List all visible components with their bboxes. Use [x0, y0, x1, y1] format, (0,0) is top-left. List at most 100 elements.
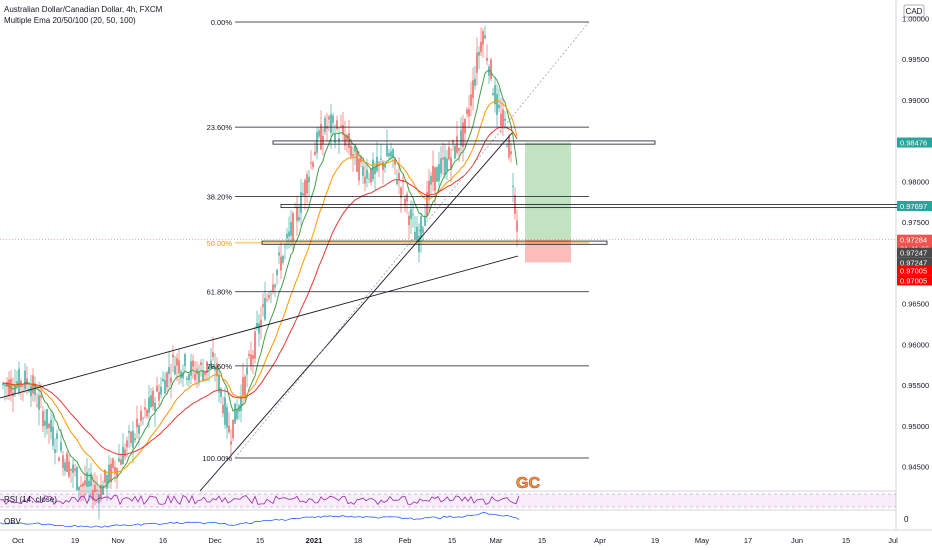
candle-body	[412, 214, 414, 216]
candle-body	[46, 408, 48, 429]
fib-level-label: 100.00%	[202, 454, 232, 463]
candle-body	[442, 157, 444, 160]
candle-body	[228, 425, 230, 433]
price-label-box	[897, 275, 932, 286]
candle-body	[510, 151, 512, 155]
candle-body	[212, 352, 214, 357]
candle-body	[224, 397, 226, 426]
candle-body	[102, 485, 104, 495]
candle-body	[440, 158, 442, 174]
y-tick-label: 0.99000	[902, 96, 929, 105]
fib-level-label: 78.60%	[207, 362, 233, 371]
price-label-box	[897, 234, 932, 245]
price-label-text: 0.97005	[900, 276, 927, 285]
candle-body	[190, 361, 192, 376]
price-label-box	[897, 265, 932, 276]
candle-body	[120, 459, 122, 465]
candle-body	[390, 151, 392, 157]
candle-body	[76, 467, 78, 491]
candle-body	[360, 156, 362, 163]
candle-body	[328, 116, 330, 120]
candle-body	[36, 404, 38, 406]
candle-body	[276, 269, 278, 276]
candle-body	[310, 162, 312, 164]
y-tick-label: 0.99500	[902, 55, 929, 64]
candle-body	[430, 175, 432, 185]
candle-body	[290, 221, 292, 236]
candle-body	[498, 104, 500, 109]
candle-body	[428, 180, 430, 199]
price-label-box	[897, 201, 932, 212]
candle-body	[146, 409, 148, 417]
candle-body	[184, 354, 186, 366]
position-target-zone	[525, 142, 571, 240]
candle-body	[200, 362, 202, 365]
candle-body	[152, 390, 154, 407]
candle-body	[272, 284, 274, 292]
candle-body	[122, 447, 124, 465]
candle-body	[266, 299, 268, 301]
candle-body	[402, 181, 404, 183]
candle-body	[154, 402, 156, 412]
candle-body	[124, 449, 126, 457]
x-tick-label: Jun	[791, 536, 803, 545]
candle-body	[444, 156, 446, 176]
candle-body	[322, 135, 324, 145]
candle-body	[172, 354, 174, 358]
position-stop-zone	[525, 239, 571, 263]
candle-body	[398, 172, 400, 180]
candle-body	[90, 473, 92, 487]
candle-body	[470, 94, 472, 106]
ema-50-line	[2, 99, 518, 474]
price-label-text: 0.97284	[900, 236, 927, 245]
candle-body	[244, 376, 246, 397]
candle-body	[48, 423, 50, 429]
currency-badge[interactable]	[903, 4, 925, 18]
candle-body	[134, 438, 136, 441]
candle-body	[296, 206, 298, 222]
fib-level-label: 50.00%	[207, 239, 233, 248]
y-tick-label: 0.98000	[902, 177, 929, 186]
candle-body	[334, 133, 336, 143]
candle-body	[372, 159, 374, 180]
candle-body	[188, 374, 190, 381]
candle-body	[94, 484, 96, 493]
candle-body	[448, 147, 450, 160]
candle-body	[54, 449, 56, 453]
candle-body	[494, 85, 496, 105]
candle-body	[504, 118, 506, 121]
candle-body	[128, 430, 130, 433]
candle-body	[150, 395, 152, 408]
x-tick-label: Mar	[490, 536, 503, 545]
candle-body	[114, 466, 116, 474]
candle-body	[186, 378, 188, 380]
x-tick-label: 17	[744, 536, 752, 545]
candle-body	[250, 354, 252, 366]
candle-body	[394, 158, 396, 165]
candle-body	[50, 420, 52, 432]
candle-body	[364, 176, 366, 184]
candle-body	[40, 395, 42, 398]
candle-body	[420, 216, 422, 239]
candle-body	[446, 158, 448, 172]
y-tick-label: 1.00000	[902, 14, 929, 23]
candle-body	[16, 381, 18, 386]
candle-body	[478, 51, 480, 56]
candle-body	[396, 180, 398, 185]
candle-body	[330, 114, 332, 133]
candle-body	[136, 418, 138, 428]
candle-body	[232, 419, 234, 439]
candle-body	[384, 163, 386, 168]
candle-body	[4, 384, 6, 387]
price-label-box	[897, 137, 932, 148]
candle-body	[144, 407, 146, 410]
candle-body	[42, 411, 44, 427]
candle-body	[346, 135, 348, 140]
candle-body	[14, 384, 16, 394]
candle-body	[264, 298, 266, 320]
candle-body	[52, 426, 54, 446]
candle-body	[386, 145, 388, 157]
x-tick-label: Dec	[208, 536, 222, 545]
